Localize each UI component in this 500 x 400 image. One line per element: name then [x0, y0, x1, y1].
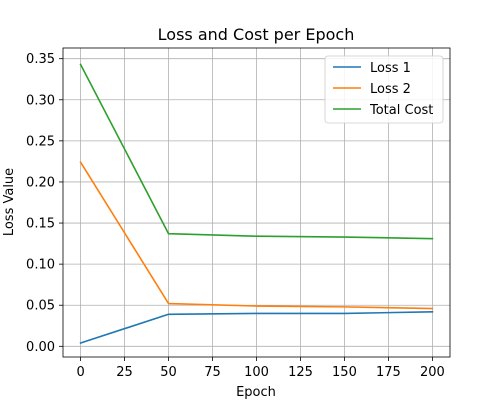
y-tick-label: 0.35 [26, 52, 55, 67]
series-line-total-cost [79, 63, 434, 240]
y-tick-label: 0.15 [26, 217, 55, 232]
series-lines [79, 63, 434, 345]
x-tick-label: 150 [332, 365, 357, 380]
y-axis-title: Loss Value [2, 168, 17, 236]
x-tick-label: 50 [160, 365, 177, 380]
chart-title: Loss and Cost per Epoch [158, 25, 355, 44]
x-tick-label: 175 [376, 365, 401, 380]
x-tick-label: 125 [288, 365, 313, 380]
y-tick-label: 0.20 [26, 175, 55, 190]
y-tick-label: 0.00 [26, 340, 55, 355]
legend-label-loss-1: Loss 1 [370, 61, 411, 76]
y-tick-label: 0.30 [26, 93, 55, 108]
x-axis-title: Epoch [236, 385, 276, 400]
y-tick-label: 0.10 [26, 258, 55, 273]
x-tick-label: 75 [204, 365, 221, 380]
y-tick-label: 0.05 [26, 299, 55, 314]
legend-items: Loss 1 Loss 2 Total Cost [333, 61, 433, 118]
series-line-loss-1 [79, 310, 434, 345]
x-tick-label: 0 [76, 365, 84, 380]
series-line-loss-2 [79, 161, 434, 310]
y-tick-label: 0.25 [26, 134, 55, 149]
legend: Loss 1 Loss 2 Total Cost [324, 55, 444, 124]
legend-label-loss-2: Loss 2 [370, 82, 411, 97]
legend-label-total-cost: Total Cost [369, 103, 433, 118]
x-tick-label: 100 [244, 365, 269, 380]
axis-ticks: 0 25 50 75 100 125 150 175 200 0.00 0.05 0.10 0.15 0.… [26, 52, 445, 380]
legend-box [324, 55, 444, 124]
x-tick-label: 25 [116, 365, 133, 380]
x-tick-label: 200 [420, 365, 445, 380]
